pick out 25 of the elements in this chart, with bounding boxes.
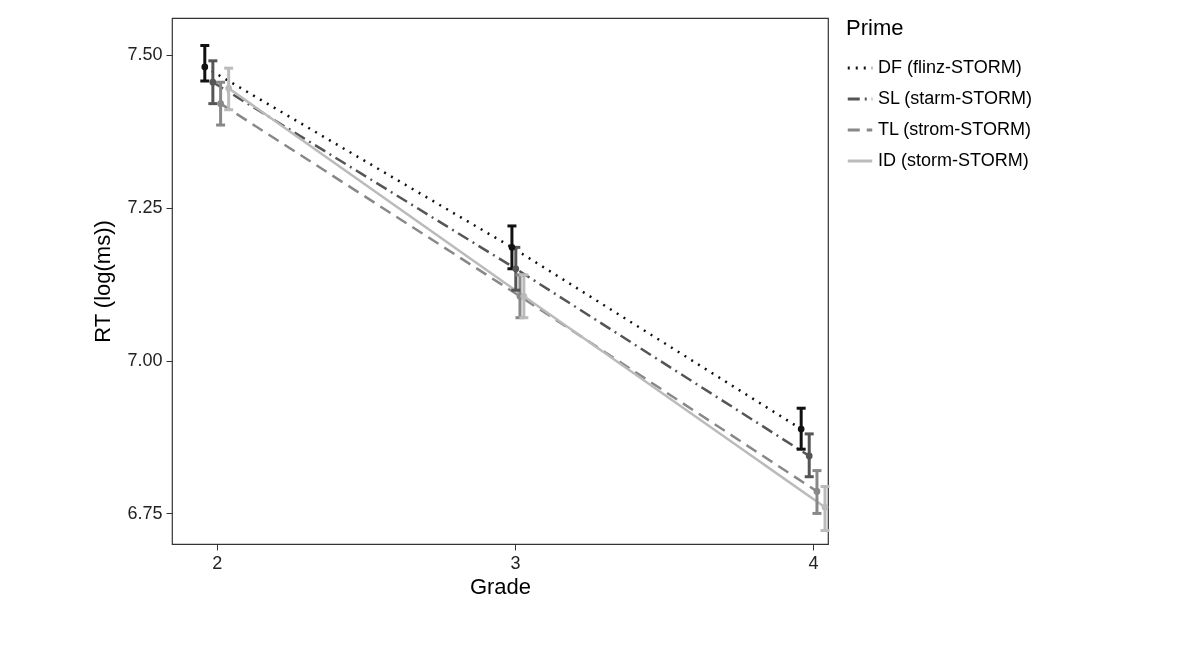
point (201, 63, 209, 71)
point (797, 425, 805, 433)
legend-label: SL (starm-STORM) (878, 88, 1033, 108)
x-tick-label: 2 (212, 552, 223, 573)
point (821, 503, 829, 511)
point (225, 84, 233, 92)
x-tick-label: 4 (808, 552, 819, 573)
point (805, 452, 813, 460)
point (508, 244, 516, 251)
point (813, 488, 821, 495)
y-tick-label: 6.75 (127, 502, 163, 523)
legend-label: TL (strom-STORM) (878, 119, 1031, 139)
legend-title: Prime (846, 15, 904, 40)
y-tick-label: 7.25 (127, 197, 163, 218)
x-tick-label: 3 (510, 552, 521, 573)
legend-label: ID (storm-STORM) (878, 150, 1029, 170)
point (520, 292, 528, 300)
y-tick-label: 7.00 (127, 350, 163, 371)
point (512, 265, 520, 273)
x-axis-title: Grade (469, 573, 532, 599)
legend-label: DF (flinz-STORM) (878, 57, 1022, 77)
point (217, 100, 224, 107)
y-axis-title: RT (log(ms)) (90, 220, 116, 343)
point (209, 78, 217, 86)
y-tick-label: 7.50 (127, 44, 163, 65)
